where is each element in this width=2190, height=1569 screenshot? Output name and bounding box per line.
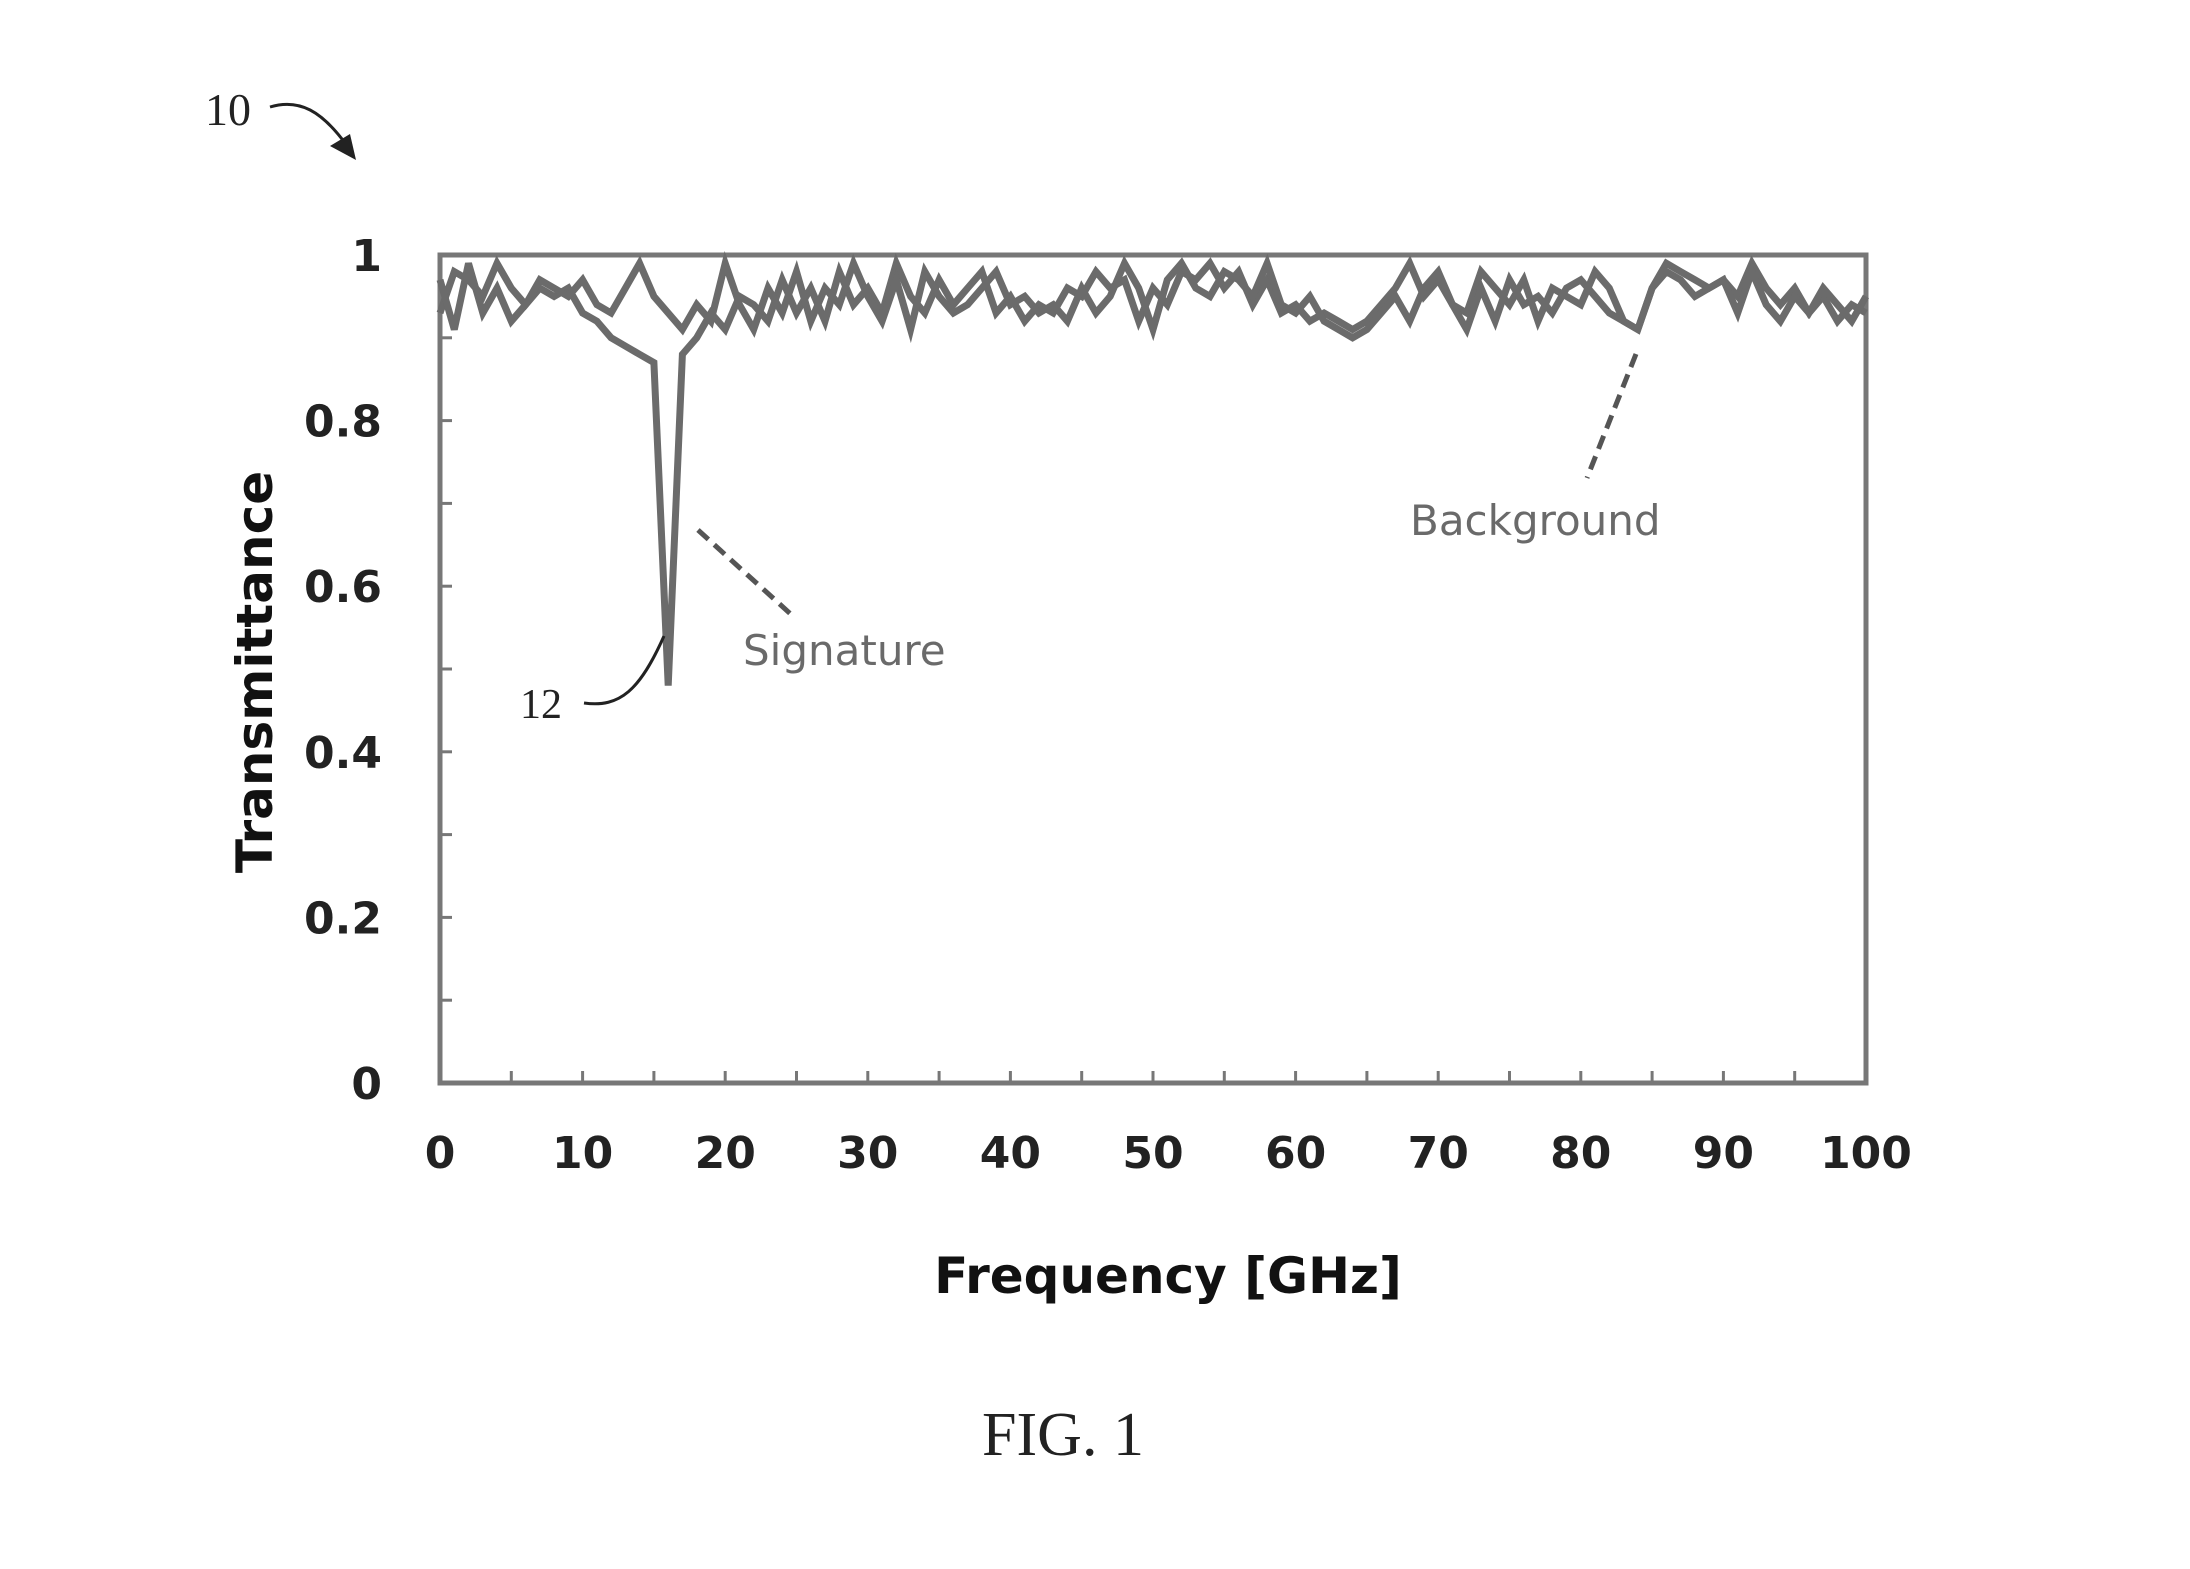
figure-ref-arrow — [270, 104, 345, 143]
x-tick-label: 50 — [1122, 1128, 1183, 1179]
background-label-leader — [1587, 354, 1636, 478]
y-tick-label: 0.4 — [304, 728, 382, 779]
x-tick-label: 30 — [837, 1128, 898, 1179]
figure-ref-number: 10 — [205, 84, 251, 135]
figure-caption: FIG. 1 — [982, 1401, 1144, 1469]
x-tick-label: 90 — [1693, 1128, 1754, 1179]
x-tick-label: 80 — [1550, 1128, 1611, 1179]
signature-label: Signature — [743, 626, 946, 675]
y-tick-label: 0.8 — [304, 397, 382, 448]
x-tick-label: 100 — [1820, 1128, 1912, 1179]
peak-ref-leader — [584, 636, 664, 704]
x-tick-label: 10 — [552, 1128, 613, 1179]
x-tick-label: 60 — [1265, 1128, 1326, 1179]
y-axis-title: Transmittance — [226, 471, 284, 873]
y-tick-label: 0.6 — [304, 562, 382, 613]
background-label: Background — [1410, 496, 1661, 545]
x-tick-label: 40 — [980, 1128, 1041, 1179]
x-axis-title: Frequency [GHz] — [934, 1247, 1402, 1305]
series-line-background — [440, 263, 1866, 338]
x-tick-label: 20 — [695, 1128, 756, 1179]
y-tick-label: 0 — [351, 1059, 382, 1110]
y-tick-label: 0.2 — [304, 893, 382, 944]
x-tick-label: 70 — [1408, 1128, 1469, 1179]
signature-label-leader — [698, 530, 795, 618]
x-tick-label: 0 — [425, 1128, 456, 1179]
peak-ref-number: 12 — [520, 682, 562, 728]
y-tick-label: 1 — [351, 231, 382, 282]
